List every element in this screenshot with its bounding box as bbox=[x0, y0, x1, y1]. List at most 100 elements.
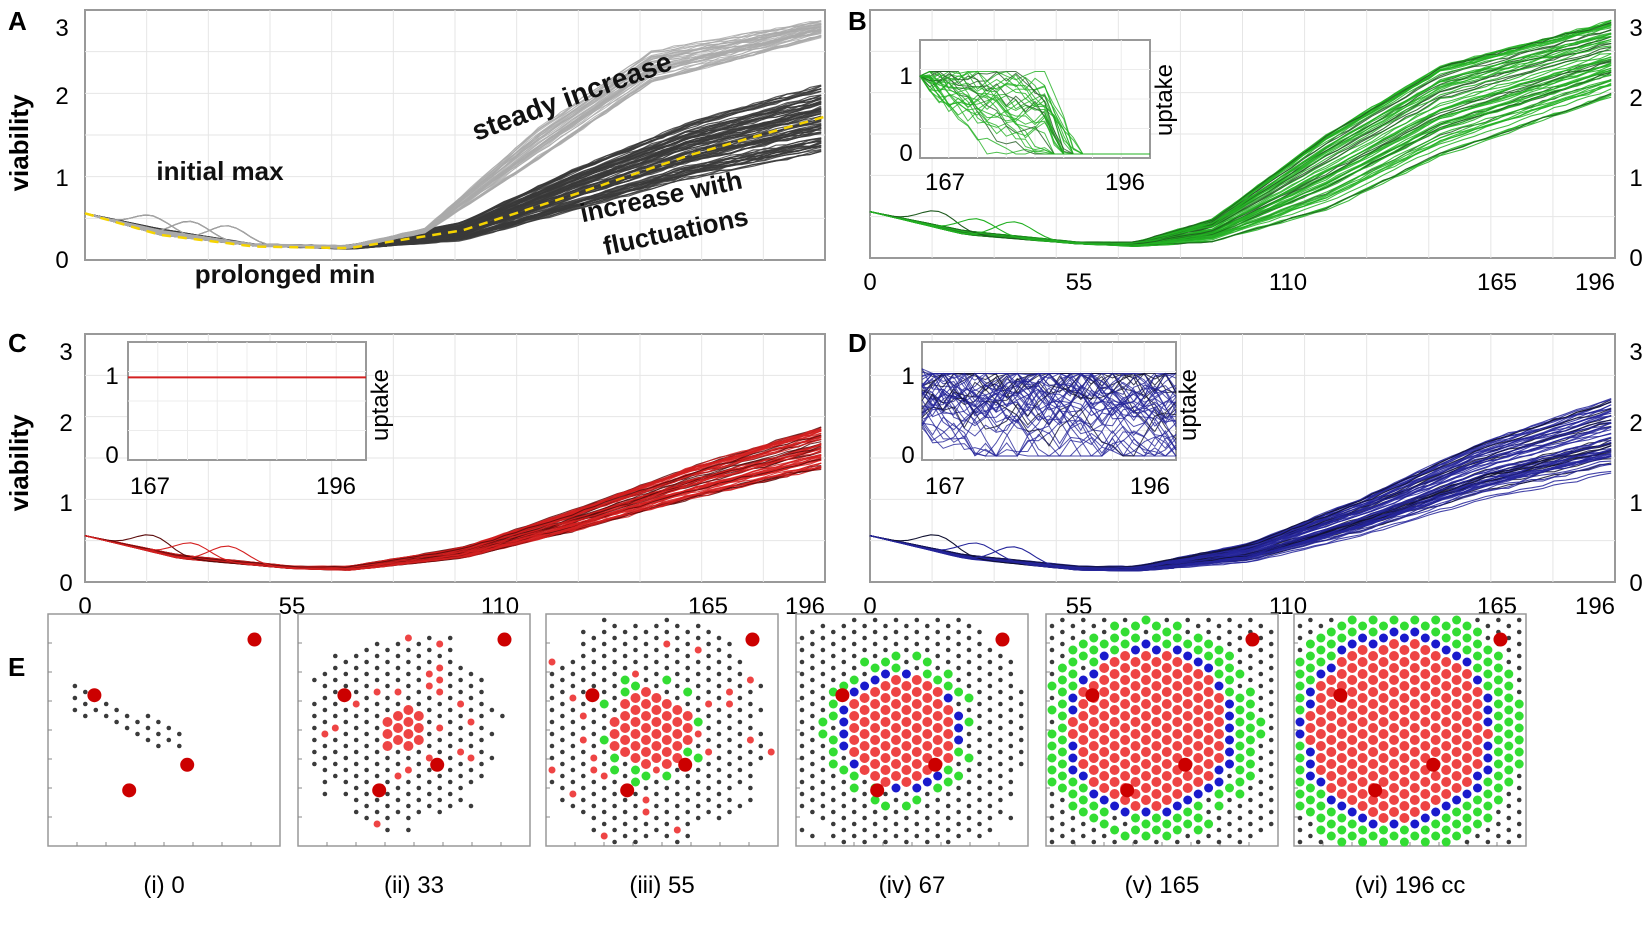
cell-dot bbox=[1131, 825, 1140, 835]
cell-dot bbox=[1227, 809, 1232, 815]
cell-dot bbox=[642, 796, 650, 804]
cell-dot bbox=[1060, 641, 1065, 647]
cell-dot bbox=[966, 707, 972, 713]
cell-dot bbox=[841, 635, 847, 641]
cell-dot bbox=[333, 761, 338, 767]
cell-dot bbox=[374, 725, 380, 731]
cell-dot bbox=[374, 773, 380, 779]
cell-dot bbox=[406, 803, 411, 809]
cell-dot bbox=[591, 827, 597, 833]
cell-dot bbox=[1057, 723, 1067, 733]
cell-dot bbox=[675, 815, 680, 821]
cell-dot bbox=[891, 759, 901, 769]
cell-dot bbox=[851, 629, 857, 635]
cell-dot bbox=[1347, 723, 1358, 733]
cell-dot bbox=[425, 682, 433, 690]
cell-dot bbox=[883, 791, 888, 797]
cell-dot bbox=[1060, 833, 1065, 839]
cell-dot bbox=[1504, 693, 1514, 703]
cell-dot bbox=[1203, 711, 1214, 721]
cell-dot bbox=[1368, 747, 1379, 757]
cell-dot bbox=[437, 809, 443, 815]
inset-line bbox=[921, 390, 1177, 457]
cell-dot bbox=[620, 687, 630, 697]
cell-dot bbox=[675, 683, 680, 689]
cell-dot bbox=[1368, 723, 1379, 733]
source-dot bbox=[1368, 783, 1383, 798]
cell-dot bbox=[987, 659, 993, 665]
cell-dot bbox=[727, 737, 732, 743]
cell-dot bbox=[436, 724, 444, 732]
cell-dot bbox=[799, 647, 805, 653]
cell-dot bbox=[706, 677, 711, 683]
cell-dot bbox=[1378, 645, 1389, 655]
cell-dot bbox=[560, 689, 565, 695]
cell-dot bbox=[1378, 801, 1389, 811]
cell-dot bbox=[609, 729, 620, 739]
cell-dot bbox=[1078, 771, 1088, 781]
cell-dot bbox=[1483, 777, 1493, 787]
cell-dot bbox=[1305, 807, 1315, 817]
cell-dot bbox=[737, 755, 743, 761]
cell-dot bbox=[652, 766, 660, 774]
cell-dot bbox=[1473, 795, 1482, 805]
cell-dot bbox=[987, 647, 993, 653]
cell-dot bbox=[1268, 677, 1274, 683]
cell-dot bbox=[693, 753, 703, 763]
cell-dot bbox=[1047, 729, 1057, 739]
cell-dot bbox=[1225, 687, 1234, 697]
cell-dot bbox=[1357, 789, 1368, 799]
cell-dot bbox=[1483, 765, 1493, 775]
cell-dot bbox=[1315, 717, 1326, 727]
cell-dot bbox=[427, 731, 432, 737]
cell-dot bbox=[1172, 777, 1183, 787]
cell-dot bbox=[810, 629, 815, 635]
cell-dot bbox=[1516, 809, 1522, 815]
cell-dot bbox=[675, 803, 680, 809]
cell-dot bbox=[1410, 831, 1420, 841]
cell-dot bbox=[403, 741, 414, 751]
cell-dot bbox=[322, 755, 328, 761]
cell-dot bbox=[436, 676, 444, 684]
cell-dot bbox=[820, 779, 826, 785]
cell-dot bbox=[1248, 617, 1253, 623]
cell-dot bbox=[374, 653, 380, 659]
y-tick-label: 1 bbox=[1629, 490, 1642, 517]
cell-dot bbox=[612, 623, 617, 629]
cell-dot bbox=[1214, 669, 1224, 679]
cell-dot bbox=[998, 725, 1003, 731]
cell-dot bbox=[1409, 807, 1420, 817]
cell-dot bbox=[1070, 635, 1076, 641]
cell-dot bbox=[312, 737, 317, 743]
cell-dot bbox=[581, 725, 586, 731]
cell-dot bbox=[549, 731, 555, 737]
cell-dot bbox=[1068, 705, 1078, 715]
cell-dot bbox=[447, 683, 453, 689]
cell-dot bbox=[706, 725, 711, 731]
cell-dot bbox=[737, 743, 743, 749]
cell-dot bbox=[1336, 657, 1347, 667]
cell-dot bbox=[1182, 711, 1193, 721]
cell-dot bbox=[1130, 741, 1141, 751]
cell-dot bbox=[333, 665, 338, 671]
cell-dot bbox=[664, 809, 670, 815]
cell-dot bbox=[468, 731, 474, 737]
cell-dot bbox=[1516, 689, 1522, 695]
cell-dot bbox=[654, 683, 659, 689]
cell-dot bbox=[1462, 693, 1472, 703]
cell-dot bbox=[956, 821, 961, 827]
cell-dot bbox=[1504, 753, 1514, 763]
cell-dot bbox=[1268, 821, 1274, 827]
cell-dot bbox=[831, 785, 836, 791]
cell-dot bbox=[1081, 617, 1086, 623]
inset-y-label: uptake bbox=[1175, 369, 1202, 441]
snapshot-panel: (iii) 55 bbox=[545, 613, 779, 899]
cell-dot bbox=[1268, 689, 1274, 695]
cell-dot bbox=[447, 659, 453, 665]
cell-dot bbox=[956, 653, 961, 659]
cell-dot bbox=[1308, 629, 1313, 635]
cell-dot bbox=[1308, 833, 1313, 839]
cell-dot bbox=[977, 833, 982, 839]
cell-dot bbox=[1237, 623, 1243, 629]
cell-dot bbox=[1316, 669, 1326, 679]
